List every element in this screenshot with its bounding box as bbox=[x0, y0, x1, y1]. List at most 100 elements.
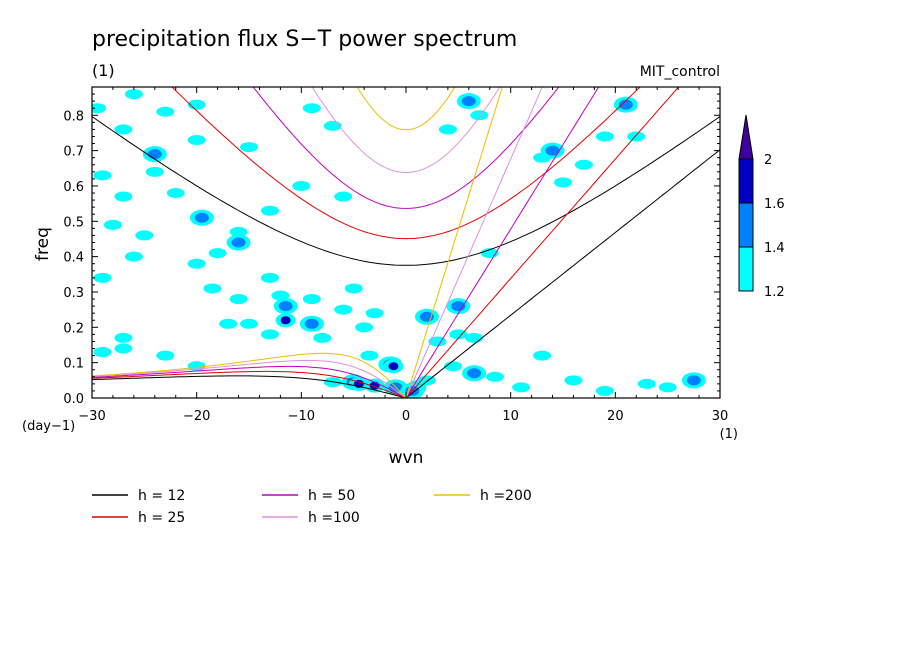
colorbar-label: 1.2 bbox=[764, 285, 785, 300]
y-units: (day−1) bbox=[22, 419, 75, 434]
power-blob bbox=[355, 322, 374, 333]
legend-label: h =100 bbox=[308, 510, 360, 526]
x-tick-label: −30 bbox=[78, 409, 105, 424]
power-blob bbox=[147, 149, 162, 160]
legend-label: h = 12 bbox=[138, 488, 185, 504]
power-blob bbox=[194, 212, 209, 223]
run-label: MIT_control bbox=[640, 64, 720, 80]
power-blob bbox=[313, 332, 332, 343]
power-blob bbox=[114, 191, 133, 202]
power-blob bbox=[470, 110, 489, 121]
legend: h = 12 h = 25 h = 50 h =100 h =200 bbox=[92, 488, 532, 526]
colorbar-segment bbox=[738, 202, 754, 248]
colorbar-label: 2 bbox=[764, 153, 772, 168]
gravity-curve bbox=[356, 87, 456, 131]
gravity-curve bbox=[92, 116, 720, 266]
power-blob bbox=[595, 385, 614, 396]
power-blob bbox=[304, 318, 319, 329]
x-tick-label: −10 bbox=[288, 409, 315, 424]
power-blob bbox=[278, 301, 293, 312]
power-blob bbox=[240, 318, 258, 329]
rossby-curve bbox=[92, 370, 407, 398]
power-blob bbox=[554, 177, 572, 188]
rossby-curve bbox=[92, 359, 407, 398]
colorbar: 1.2 1.4 1.6 2 bbox=[738, 114, 785, 300]
power-blob bbox=[574, 159, 593, 170]
x-tick-label: 20 bbox=[607, 409, 624, 424]
legend-label: h = 25 bbox=[138, 510, 185, 526]
gravity-curve bbox=[311, 87, 501, 174]
kelvin-curve bbox=[405, 149, 720, 398]
power-blob bbox=[92, 103, 107, 114]
power-blob bbox=[564, 375, 583, 386]
power-blob bbox=[208, 248, 227, 259]
power-blob bbox=[512, 382, 531, 393]
power-blob bbox=[219, 318, 238, 329]
x-tick-label: 30 bbox=[712, 409, 729, 424]
power-blob bbox=[114, 332, 133, 343]
power-blob bbox=[114, 343, 133, 354]
power-blob bbox=[229, 294, 248, 305]
power-blob bbox=[260, 272, 279, 283]
x-units: (1) bbox=[720, 427, 738, 442]
x-axis: −30 −20 −10 0 10 20 30 bbox=[78, 87, 728, 424]
power-blob bbox=[545, 145, 560, 156]
x-axis-label: wvn bbox=[389, 448, 424, 468]
power-blob bbox=[438, 124, 457, 135]
power-blob bbox=[334, 191, 353, 202]
legend-label: h = 50 bbox=[308, 488, 355, 504]
y-tick-label: 0.8 bbox=[63, 109, 84, 124]
power-blob bbox=[627, 131, 646, 142]
power-blob bbox=[334, 304, 353, 315]
power-blob bbox=[461, 96, 476, 107]
power-blob bbox=[145, 166, 164, 177]
chart-title: precipitation flux S−T power spectrum bbox=[92, 27, 517, 52]
y-tick-label: 0.6 bbox=[63, 180, 84, 195]
y-tick-label: 0.7 bbox=[63, 145, 84, 160]
colorbar-arrow bbox=[738, 114, 754, 160]
kelvin-curve bbox=[405, 87, 600, 398]
y-axis-label: freq bbox=[33, 227, 53, 261]
power-blob bbox=[292, 180, 311, 191]
power-blob bbox=[302, 103, 321, 114]
power-blob bbox=[124, 251, 143, 262]
gravity-curve bbox=[252, 87, 560, 209]
kelvin-curve bbox=[405, 87, 543, 398]
power-blob bbox=[388, 362, 399, 371]
x-tick-label: 10 bbox=[502, 409, 519, 424]
power-blob bbox=[124, 89, 143, 100]
power-blob bbox=[93, 170, 112, 181]
power-blob bbox=[467, 368, 482, 379]
colorbar-segment bbox=[738, 158, 754, 204]
y-tick-label: 0.1 bbox=[63, 357, 84, 372]
power-blob bbox=[344, 283, 363, 294]
power-blob bbox=[444, 361, 463, 372]
y-tick-label: 0.2 bbox=[63, 321, 84, 336]
y-tick-label: 0.4 bbox=[63, 251, 84, 266]
power-blob bbox=[280, 316, 291, 325]
colorbar-segment bbox=[738, 246, 754, 292]
power-blob bbox=[93, 272, 112, 283]
power-blob bbox=[260, 329, 279, 340]
power-blob bbox=[658, 382, 677, 393]
y-axis: 0.0 0.1 0.2 0.3 0.4 0.5 0.6 0.7 0.8 bbox=[63, 86, 720, 407]
legend-label: h =200 bbox=[480, 488, 532, 504]
power-blob bbox=[302, 294, 321, 305]
power-blob bbox=[187, 258, 206, 269]
power-blob bbox=[637, 378, 656, 389]
power-blob bbox=[156, 350, 175, 361]
power-blob bbox=[135, 230, 154, 241]
kelvin-curve bbox=[405, 87, 503, 398]
gravity-curve bbox=[171, 87, 641, 240]
power-blob bbox=[229, 226, 248, 237]
power-blob bbox=[618, 99, 633, 110]
y-tick-label: 0.0 bbox=[63, 392, 84, 407]
power-blob bbox=[103, 219, 122, 230]
power-blob bbox=[260, 205, 279, 216]
power-blob bbox=[271, 290, 290, 301]
rossby-curve bbox=[92, 365, 407, 398]
colorbar-label: 1.6 bbox=[764, 197, 785, 212]
power-blob bbox=[156, 106, 175, 117]
